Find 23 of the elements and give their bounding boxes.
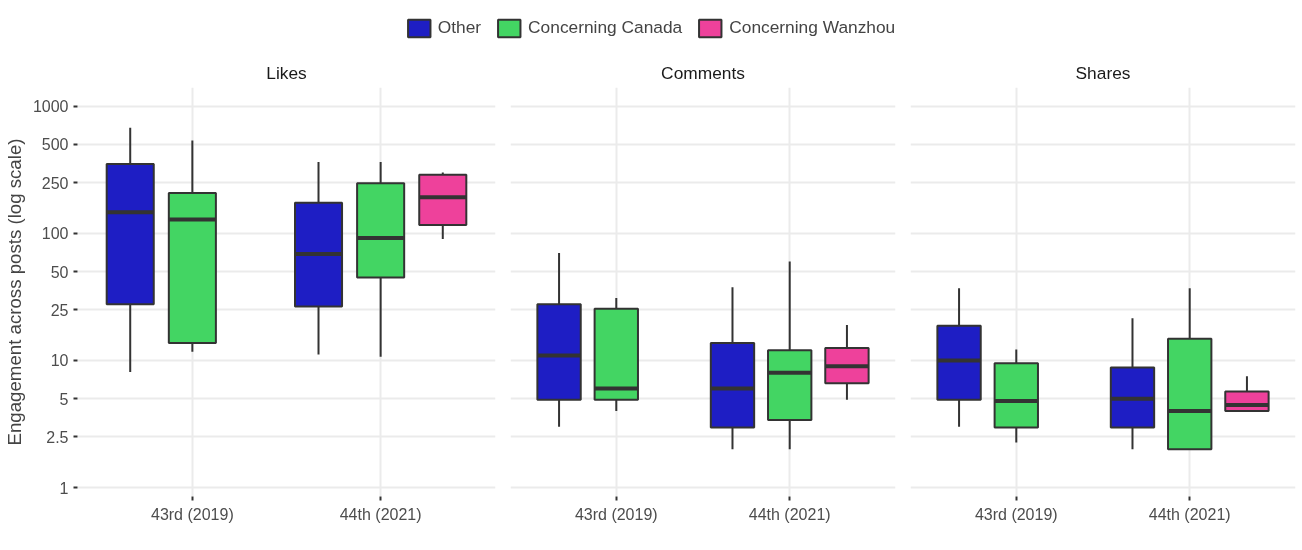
y-tick-label: 100 bbox=[41, 225, 69, 243]
legend-label: Concerning Canada bbox=[528, 17, 683, 38]
y-tick-label: 50 bbox=[50, 263, 69, 281]
x-tick-label: 43rd (2019) bbox=[151, 505, 234, 523]
y-tick-label: 250 bbox=[41, 174, 69, 192]
y-tick-label: 2.5 bbox=[46, 428, 69, 446]
y-tick-label: 10 bbox=[50, 352, 69, 370]
x-tick-label: 44th (2021) bbox=[748, 505, 831, 523]
y-axis-title: Engagement across posts (log scale) bbox=[3, 138, 25, 446]
x-tick-label: 44th (2021) bbox=[339, 505, 422, 523]
y-tick-label: 25 bbox=[50, 301, 69, 319]
chart-title: Likes bbox=[266, 62, 308, 83]
legend-label: Other bbox=[437, 17, 482, 38]
chart-title: Comments bbox=[661, 62, 746, 83]
x-tick-label: 44th (2021) bbox=[1148, 505, 1231, 523]
x-tick-label: 43rd (2019) bbox=[574, 505, 658, 523]
x-tick-label: 43rd (2019) bbox=[974, 505, 1058, 523]
legend-label: Concerning Wanzhou bbox=[729, 17, 896, 38]
y-tick-label: 1000 bbox=[32, 98, 69, 116]
y-tick-label: 1 bbox=[59, 479, 69, 497]
y-tick-label: 500 bbox=[41, 136, 69, 154]
chart-title: Shares bbox=[1075, 62, 1131, 83]
y-tick-label: 5 bbox=[59, 390, 69, 408]
